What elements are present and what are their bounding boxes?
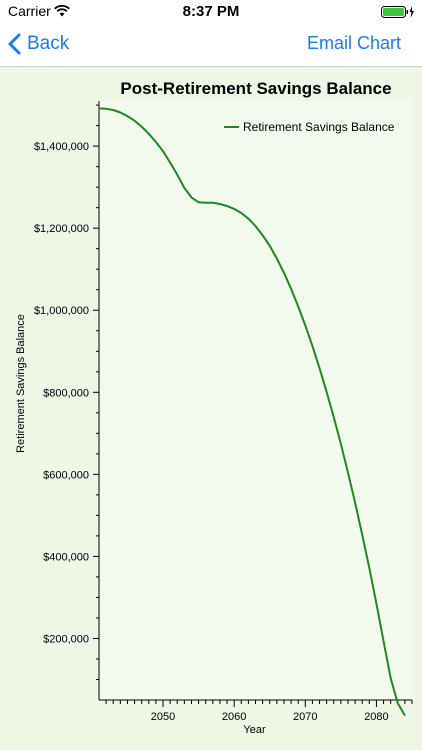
x-tick-label: 2070 (293, 711, 317, 723)
navigation-bar: Back Email Chart (0, 22, 422, 67)
legend-label: Retirement Savings Balance (243, 120, 395, 134)
battery-charging-icon (381, 5, 415, 23)
y-tick-label: $200,000 (43, 633, 89, 645)
x-axis-label: Year (243, 724, 266, 736)
status-bar: Carrier 8:37 PM (0, 0, 422, 22)
email-chart-button[interactable]: Email Chart (306, 33, 401, 53)
y-axis-label: Retirement Savings Balance (15, 314, 27, 453)
plot-background (99, 101, 412, 700)
chevron-left-icon (8, 33, 21, 55)
y-tick-label: $1,000,000 (34, 305, 89, 317)
chart-area: $200,000 $400,000 $600,000 $800,000 $1,000,0… (0, 67, 422, 750)
y-tick-label: $400,000 (43, 551, 89, 563)
x-tick-label: 2060 (222, 711, 246, 723)
savings-balance-chart: $200,000 $400,000 $600,000 $800,000 $1,000,0… (15, 79, 413, 736)
y-tick-label: $1,200,000 (34, 223, 89, 235)
y-tick-label: $600,000 (43, 469, 89, 481)
y-tick-label: $800,000 (43, 387, 89, 399)
back-button[interactable]: Back (8, 30, 69, 58)
wifi-icon (54, 4, 70, 22)
chart-title: Post-Retirement Savings Balance (120, 79, 391, 98)
y-tick-label: $1,400,000 (34, 141, 89, 153)
series-line (98, 107, 406, 717)
x-tick-label: 2050 (151, 711, 175, 723)
x-tick-label: 2080 (364, 711, 388, 723)
back-label: Back (27, 33, 70, 54)
carrier-label: Carrier (8, 3, 51, 19)
